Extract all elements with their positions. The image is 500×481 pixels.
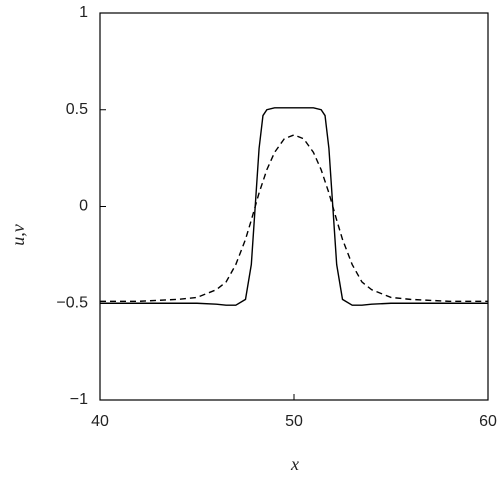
x-tick-label: 50 — [285, 413, 303, 430]
x-axis-label: x — [290, 454, 299, 474]
y-tick-label: −0.5 — [56, 294, 88, 311]
y-tick-label: 0.5 — [66, 101, 88, 118]
x-tick-label: 40 — [91, 413, 109, 430]
y-tick-label: 0 — [79, 198, 88, 215]
y-axis-label: u,v — [8, 224, 28, 246]
y-tick-label: 1 — [79, 4, 88, 21]
plot-frame — [99, 12, 489, 401]
y-tick-label: −1 — [70, 391, 88, 408]
series-line — [100, 134, 488, 303]
x-tick-label: 60 — [479, 413, 497, 430]
series-line — [100, 107, 488, 306]
